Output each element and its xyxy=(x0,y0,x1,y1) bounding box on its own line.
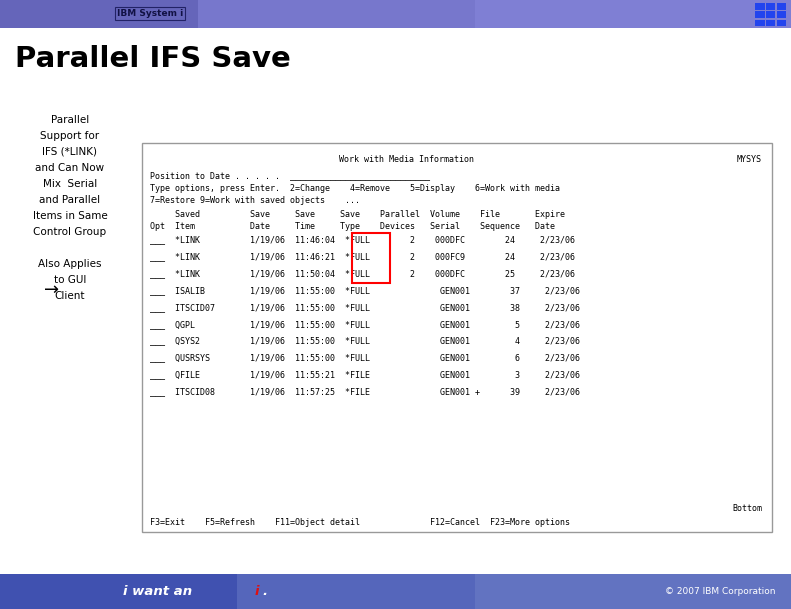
Bar xyxy=(777,4,786,10)
Text: Bottom: Bottom xyxy=(732,504,762,513)
Text: ___  *LINK          1/19/06  11:46:21  *FULL        2    000FC9        24     2/: ___ *LINK 1/19/06 11:46:21 *FULL 2 000FC… xyxy=(150,252,575,261)
Text: ___  ITSCID07       1/19/06  11:55:00  *FULL              GEN001        38     2: ___ ITSCID07 1/19/06 11:55:00 *FULL GEN0… xyxy=(150,303,580,312)
Text: ___  QGPL           1/19/06  11:55:00  *FULL              GEN001         5     2: ___ QGPL 1/19/06 11:55:00 *FULL GEN001 5… xyxy=(150,320,580,329)
Bar xyxy=(766,19,775,26)
Text: Type options, press Enter.  2=Change    4=Remove    5=Display    6=Work with med: Type options, press Enter. 2=Change 4=Re… xyxy=(150,184,560,193)
Bar xyxy=(352,233,390,283)
Bar xyxy=(766,12,775,18)
Text: .: . xyxy=(263,585,267,598)
Text: F3=Exit    F5=Refresh    F11=Object detail              F12=Cancel  F23=More opt: F3=Exit F5=Refresh F11=Object detail F12… xyxy=(150,518,570,527)
Text: i: i xyxy=(255,585,259,598)
Text: Mix  Serial: Mix Serial xyxy=(43,179,97,189)
Bar xyxy=(766,4,775,10)
Text: ___  QFILE          1/19/06  11:55:21  *FILE              GEN001         3     2: ___ QFILE 1/19/06 11:55:21 *FILE GEN001 … xyxy=(150,370,580,379)
Bar xyxy=(142,143,772,532)
Text: Work with Media Information: Work with Media Information xyxy=(339,155,474,164)
Bar xyxy=(475,574,791,609)
Text: Client: Client xyxy=(55,290,85,301)
Text: © 2007 IBM Corporation: © 2007 IBM Corporation xyxy=(664,587,775,596)
Text: Support for: Support for xyxy=(40,131,100,141)
Text: ___  QSYS2          1/19/06  11:55:00  *FULL              GEN001         4     2: ___ QSYS2 1/19/06 11:55:00 *FULL GEN001 … xyxy=(150,337,580,345)
Bar xyxy=(755,4,765,10)
Text: and Parallel: and Parallel xyxy=(40,195,100,205)
Bar xyxy=(0,574,237,609)
Text: 7=Restore 9=Work with saved objects    ...: 7=Restore 9=Work with saved objects ... xyxy=(150,195,360,205)
Text: i want an: i want an xyxy=(123,585,196,598)
Bar xyxy=(777,12,786,18)
Text: Also Applies: Also Applies xyxy=(38,259,102,269)
Text: ___  *LINK          1/19/06  11:46:04  *FULL        2    000DFC        24     2/: ___ *LINK 1/19/06 11:46:04 *FULL 2 000DF… xyxy=(150,234,575,244)
Text: ___  ISALIB         1/19/06  11:55:00  *FULL              GEN001        37     2: ___ ISALIB 1/19/06 11:55:00 *FULL GEN001… xyxy=(150,286,580,295)
Bar xyxy=(755,12,765,18)
Text: Opt  Item           Date     Time     Type    Devices   Serial    Sequence   Dat: Opt Item Date Time Type Devices Serial S… xyxy=(150,222,555,231)
Bar xyxy=(0,0,198,28)
Bar xyxy=(755,19,765,26)
Text: to GUI: to GUI xyxy=(54,275,86,284)
Text: ___  *LINK          1/19/06  11:50:04  *FULL        2    000DFC        25     2/: ___ *LINK 1/19/06 11:50:04 *FULL 2 000DF… xyxy=(150,269,575,278)
Text: ___  ITSCID08       1/19/06  11:57:25  *FILE              GEN001 +      39     2: ___ ITSCID08 1/19/06 11:57:25 *FILE GEN0… xyxy=(150,387,580,396)
Text: IBM System i: IBM System i xyxy=(117,9,184,18)
Text: Parallel: Parallel xyxy=(51,115,89,125)
Text: Items in Same: Items in Same xyxy=(32,211,108,221)
Text: →: → xyxy=(44,281,59,298)
Text: Saved          Save     Save     Save    Parallel  Volume    File       Expire: Saved Save Save Save Parallel Volume Fil… xyxy=(150,209,565,219)
Text: Position to Date . . . . .  ____________________________: Position to Date . . . . . _____________… xyxy=(150,171,430,180)
Text: Parallel IFS Save: Parallel IFS Save xyxy=(15,45,291,73)
Bar xyxy=(475,0,791,28)
Text: Control Group: Control Group xyxy=(33,227,107,237)
Text: and Can Now: and Can Now xyxy=(36,163,104,173)
Text: ___  QUSRSYS        1/19/06  11:55:00  *FULL              GEN001         6     2: ___ QUSRSYS 1/19/06 11:55:00 *FULL GEN00… xyxy=(150,354,580,362)
Bar xyxy=(777,19,786,26)
Text: MYSYS: MYSYS xyxy=(737,155,762,164)
Text: IFS (*LINK): IFS (*LINK) xyxy=(43,147,97,157)
